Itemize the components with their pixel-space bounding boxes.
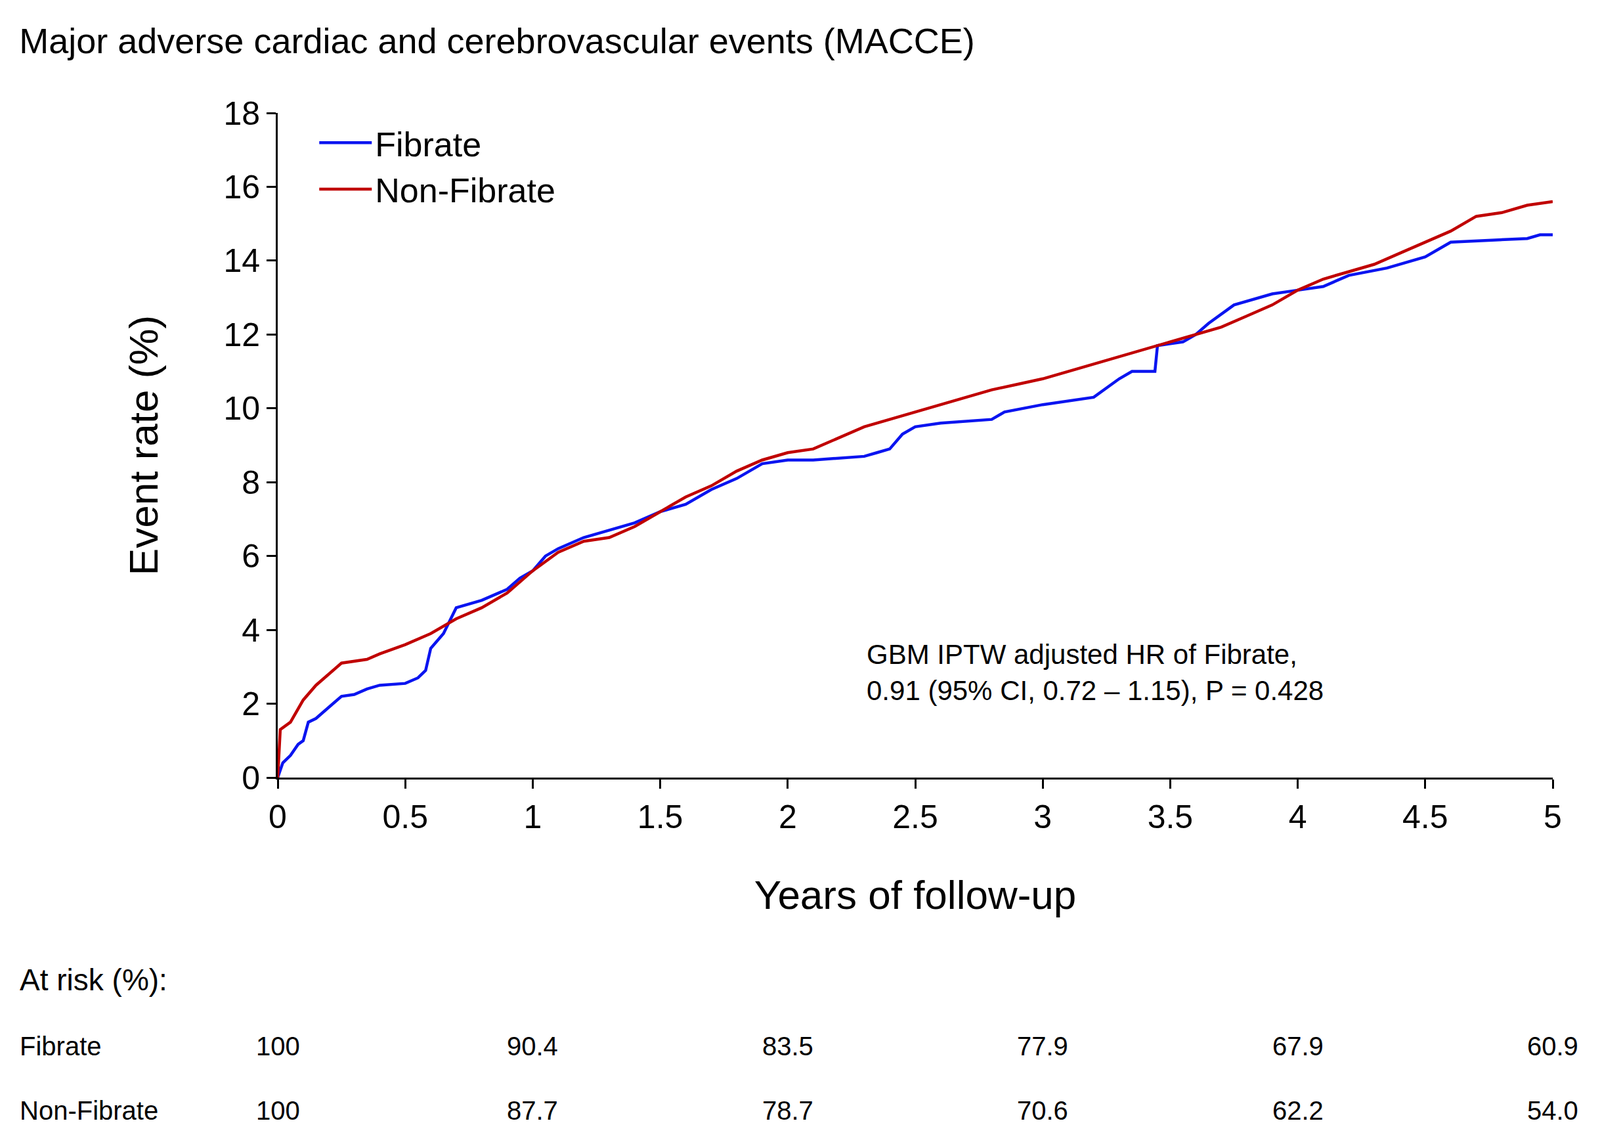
svg-text:GBM IPTW adjusted HR of Fibrat: GBM IPTW adjusted HR of Fibrate,0.91 (95… — [866, 638, 1324, 706]
svg-text:5: 5 — [1543, 798, 1562, 836]
svg-text:1.5: 1.5 — [637, 798, 684, 836]
svg-text:67.9: 67.9 — [1272, 1031, 1324, 1061]
svg-text:62.2: 62.2 — [1272, 1095, 1324, 1125]
svg-text:3: 3 — [1033, 798, 1052, 836]
svg-text:18: 18 — [223, 95, 260, 132]
svg-text:Years of follow-up: Years of follow-up — [754, 871, 1077, 918]
svg-text:77.9: 77.9 — [1016, 1031, 1069, 1061]
svg-text:16: 16 — [223, 168, 260, 206]
svg-text:14: 14 — [223, 242, 260, 280]
svg-text:78.7: 78.7 — [762, 1095, 814, 1125]
svg-text:90.4: 90.4 — [506, 1031, 559, 1061]
svg-text:2.5: 2.5 — [892, 798, 939, 836]
svg-text:83.5: 83.5 — [762, 1031, 814, 1061]
svg-text:60.9: 60.9 — [1527, 1031, 1579, 1061]
svg-text:0: 0 — [268, 798, 287, 836]
svg-text:0: 0 — [241, 759, 260, 797]
svg-text:8: 8 — [241, 464, 260, 501]
svg-text:100: 100 — [256, 1095, 301, 1125]
svg-text:4: 4 — [241, 611, 260, 649]
svg-text:70.6: 70.6 — [1016, 1095, 1069, 1125]
svg-text:2: 2 — [778, 798, 798, 836]
svg-text:At risk (%):: At risk (%): — [19, 962, 168, 997]
svg-text:2: 2 — [241, 685, 260, 723]
svg-text:1: 1 — [523, 798, 542, 836]
svg-text:12: 12 — [223, 316, 260, 354]
svg-text:Non-Fibrate: Non-Fibrate — [19, 1095, 159, 1125]
svg-text:Fibrate: Fibrate — [19, 1031, 102, 1061]
svg-text:4.5: 4.5 — [1402, 798, 1449, 836]
svg-text:0.5: 0.5 — [382, 798, 429, 836]
svg-text:4: 4 — [1288, 798, 1308, 836]
svg-text:Event rate (%): Event rate (%) — [120, 315, 167, 576]
svg-text:6: 6 — [241, 537, 260, 575]
svg-text:100: 100 — [256, 1031, 301, 1061]
svg-text:87.7: 87.7 — [506, 1095, 559, 1125]
svg-text:Fibrate: Fibrate — [374, 125, 482, 164]
svg-text:10: 10 — [223, 389, 260, 427]
svg-text:Major adverse cardiac and cere: Major adverse cardiac and cerebrovascula… — [19, 21, 975, 61]
svg-text:3.5: 3.5 — [1147, 798, 1194, 836]
svg-text:Non-Fibrate: Non-Fibrate — [374, 171, 556, 210]
svg-text:54.0: 54.0 — [1527, 1095, 1579, 1125]
